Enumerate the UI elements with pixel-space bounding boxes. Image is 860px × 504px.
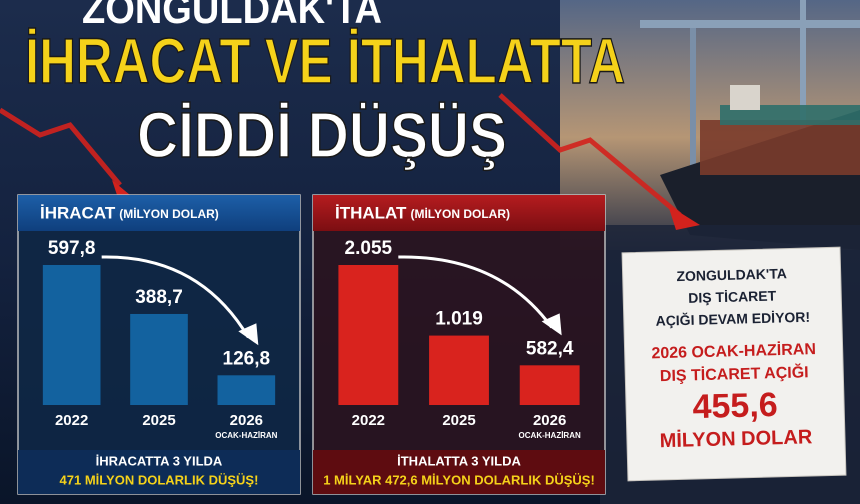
- chart-subtitle: (MİLYON DOLAR): [410, 206, 510, 221]
- value-label: 388,7: [135, 287, 183, 308]
- note-highlight: DIŞ TİCARET AÇIĞI: [660, 362, 809, 385]
- note-amount: 455,6: [692, 386, 778, 426]
- chart-subtitle: (MİLYON DOLAR): [119, 206, 219, 221]
- chart-title: İTHALAT: [335, 203, 407, 222]
- footer-line: İTHALATTA 3 YILDA: [397, 453, 521, 468]
- value-label: 582,4: [526, 338, 574, 359]
- panel-footer: [313, 450, 605, 494]
- note-line: AÇIĞI DEVAM EDİYOR!: [655, 308, 810, 329]
- x-tick-label: 2022: [352, 412, 385, 429]
- footer-line: 471 MİLYON DOLARLIK DÜŞÜŞ!: [60, 472, 259, 487]
- chart-title: İHRACAT: [40, 203, 116, 222]
- x-tick-note: OCAK-HAZİRAN: [519, 431, 581, 440]
- note-unit: MİLYON DOLAR: [659, 425, 813, 452]
- charts: İHRACAT (MİLYON DOLAR)597,82022388,720251…: [17, 194, 606, 495]
- bar: [217, 375, 276, 405]
- trend-arrows: [0, 93, 682, 217]
- trend-arrowhead: [541, 313, 562, 336]
- note-paper: [621, 246, 847, 482]
- panel-header: [313, 195, 605, 231]
- value-label: 1.019: [435, 309, 483, 330]
- panel-header: [18, 195, 300, 231]
- value-label: 2.055: [345, 238, 393, 259]
- x-tick-label: 2025: [142, 412, 175, 429]
- value-label: 126,8: [223, 348, 271, 369]
- trend-arrowhead: [238, 323, 259, 346]
- headline-line3: CİDDİ DÜŞÜŞ: [137, 99, 507, 171]
- note-highlight: 2026 OCAK-HAZİRAN: [651, 340, 816, 362]
- bar: [519, 365, 580, 405]
- footer-line: 1 MİLYAR 472,6 MİLYON DOLARLIK DÜŞÜŞ!: [323, 472, 595, 487]
- bar: [130, 313, 188, 405]
- x-tick-label: 2022: [55, 412, 88, 429]
- note-line: ZONGULDAK'TA: [676, 265, 787, 284]
- panel-footer: [18, 450, 300, 494]
- footer-line: İHRACATTA 3 YILDA: [96, 453, 223, 468]
- bar: [42, 265, 101, 405]
- trend-curve: [398, 255, 553, 329]
- headline-line1: ZONGULDAK'TA: [82, 0, 382, 32]
- bar: [429, 335, 489, 405]
- note-line: DIŞ TİCARET: [688, 288, 777, 306]
- note-card: ZONGULDAK'TA DIŞ TİCARET AÇIĞI DEVAM EDİ…: [621, 246, 847, 482]
- x-tick-label: 2026: [230, 412, 263, 429]
- trend-curve: [101, 255, 250, 339]
- chart-panel: İTHALAT (MİLYON DOLAR) 2.055 2022 1.019 2025 5…: [312, 194, 606, 495]
- x-tick-label: 2025: [442, 412, 475, 429]
- x-tick-label: 2026: [533, 412, 566, 429]
- bar: [338, 265, 399, 405]
- x-tick-note: OCAK-HAZİRAN: [215, 431, 277, 440]
- ship: [640, 0, 860, 250]
- headline-line2: İHRACAT VE İTHALATTA: [25, 25, 625, 97]
- chart-panel: İHRACAT (MİLYON DOLAR) 597,8 2022 388,7 2025 1…: [17, 194, 301, 495]
- value-label: 597,8: [48, 238, 96, 259]
